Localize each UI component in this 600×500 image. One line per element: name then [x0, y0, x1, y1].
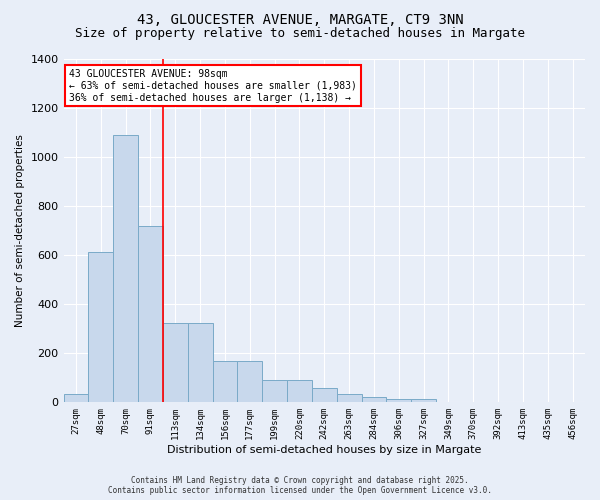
Bar: [212, 360, 238, 403]
X-axis label: Distribution of semi-detached houses by size in Margate: Distribution of semi-detached houses by …: [167, 445, 481, 455]
Text: 43 GLOUCESTER AVENUE: 98sqm
← 63% of semi-detached houses are smaller (1,983)
36: 43 GLOUCESTER AVENUE: 98sqm ← 63% of sem…: [69, 70, 356, 102]
Bar: [88, 252, 113, 402]
Bar: [113, 135, 138, 402]
Bar: [337, 394, 362, 402]
Bar: [362, 398, 386, 402]
Text: Contains HM Land Registry data © Crown copyright and database right 2025.
Contai: Contains HM Land Registry data © Crown c…: [108, 476, 492, 495]
Bar: [262, 380, 287, 402]
Text: 43, GLOUCESTER AVENUE, MARGATE, CT9 3NN: 43, GLOUCESTER AVENUE, MARGATE, CT9 3NN: [137, 12, 463, 26]
Bar: [411, 398, 436, 402]
Bar: [163, 322, 188, 402]
Text: Size of property relative to semi-detached houses in Margate: Size of property relative to semi-detach…: [75, 28, 525, 40]
Bar: [287, 380, 312, 402]
Y-axis label: Number of semi-detached properties: Number of semi-detached properties: [15, 134, 25, 327]
Bar: [188, 322, 212, 402]
Bar: [64, 394, 88, 402]
Bar: [386, 398, 411, 402]
Bar: [312, 388, 337, 402]
Bar: [238, 360, 262, 403]
Bar: [138, 226, 163, 402]
